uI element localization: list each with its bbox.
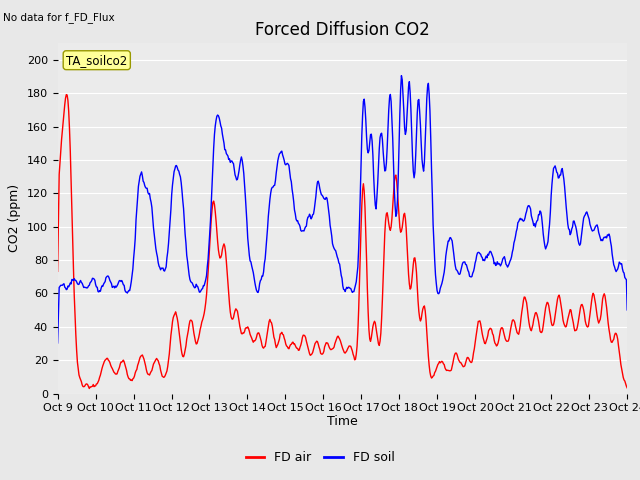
X-axis label: Time: Time [327, 415, 358, 428]
Y-axis label: CO2 (ppm): CO2 (ppm) [8, 184, 21, 252]
Legend: FD air, FD soil: FD air, FD soil [241, 446, 399, 469]
Title: Forced Diffusion CO2: Forced Diffusion CO2 [255, 21, 430, 39]
Text: TA_soilco2: TA_soilco2 [66, 54, 127, 67]
Text: No data for f_FD_Flux: No data for f_FD_Flux [3, 12, 115, 23]
